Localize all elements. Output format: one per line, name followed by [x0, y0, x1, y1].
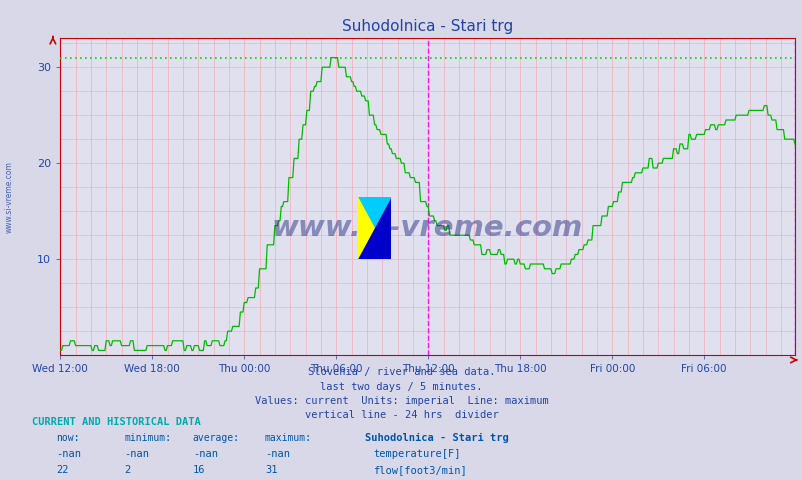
Text: now:: now:	[56, 432, 79, 443]
Text: 31: 31	[265, 465, 277, 475]
Text: Values: current  Units: imperial  Line: maximum: Values: current Units: imperial Line: ma…	[254, 396, 548, 406]
Text: flow[foot3/min]: flow[foot3/min]	[373, 465, 467, 475]
Text: maximum:: maximum:	[265, 432, 312, 443]
Text: Suhodolnica - Stari trg: Suhodolnica - Stari trg	[365, 432, 508, 443]
Text: -nan: -nan	[56, 449, 81, 459]
Text: -nan: -nan	[124, 449, 149, 459]
Text: average:: average:	[192, 432, 240, 443]
Text: Slovenia / river and sea data.: Slovenia / river and sea data.	[307, 367, 495, 377]
Text: www.si-vreme.com: www.si-vreme.com	[4, 161, 14, 233]
Title: Suhodolnica - Stari trg: Suhodolnica - Stari trg	[342, 20, 512, 35]
Text: CURRENT AND HISTORICAL DATA: CURRENT AND HISTORICAL DATA	[32, 417, 200, 427]
Polygon shape	[357, 197, 391, 259]
Text: last two days / 5 minutes.: last two days / 5 minutes.	[320, 382, 482, 392]
Text: -nan: -nan	[265, 449, 290, 459]
Text: minimum:: minimum:	[124, 432, 172, 443]
Text: -nan: -nan	[192, 449, 217, 459]
Text: 2: 2	[124, 465, 131, 475]
Text: 16: 16	[192, 465, 205, 475]
Text: vertical line - 24 hrs  divider: vertical line - 24 hrs divider	[304, 410, 498, 420]
Polygon shape	[357, 197, 391, 228]
Text: www.si-vreme.com: www.si-vreme.com	[272, 215, 582, 242]
Text: 22: 22	[56, 465, 69, 475]
Polygon shape	[357, 197, 374, 259]
Text: temperature[F]: temperature[F]	[373, 449, 460, 459]
